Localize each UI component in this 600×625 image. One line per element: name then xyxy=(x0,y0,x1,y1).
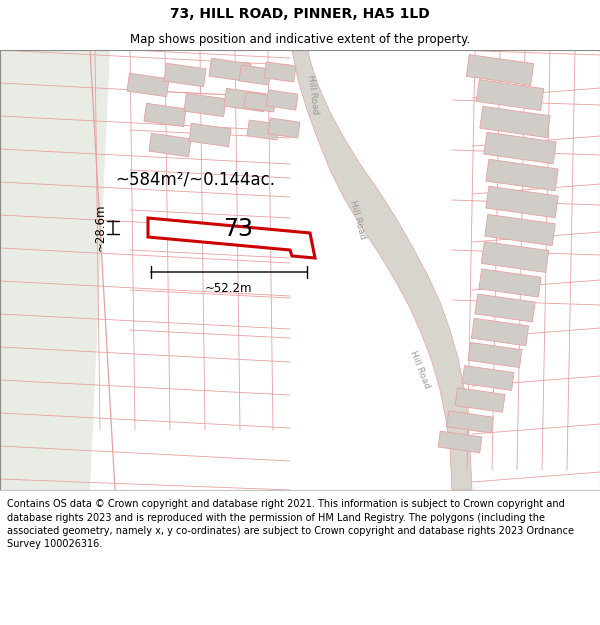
Text: Contains OS data © Crown copyright and database right 2021. This information is : Contains OS data © Crown copyright and d… xyxy=(7,499,574,549)
Polygon shape xyxy=(247,120,279,140)
Polygon shape xyxy=(446,411,493,433)
Polygon shape xyxy=(127,73,169,97)
Polygon shape xyxy=(462,366,514,391)
Polygon shape xyxy=(438,431,482,453)
Polygon shape xyxy=(485,214,555,246)
Polygon shape xyxy=(164,63,206,87)
Text: Map shows position and indicative extent of the property.: Map shows position and indicative extent… xyxy=(130,32,470,46)
Polygon shape xyxy=(486,186,558,218)
Text: Hill Road: Hill Road xyxy=(306,74,320,116)
Text: ~584m²/~0.144ac.: ~584m²/~0.144ac. xyxy=(115,171,275,189)
Polygon shape xyxy=(475,294,535,322)
Polygon shape xyxy=(455,388,505,412)
Text: ~28.6m: ~28.6m xyxy=(94,204,107,251)
Polygon shape xyxy=(244,92,276,112)
Polygon shape xyxy=(189,123,231,147)
Polygon shape xyxy=(224,88,266,112)
Polygon shape xyxy=(184,93,226,117)
Polygon shape xyxy=(476,79,544,111)
Polygon shape xyxy=(148,218,315,258)
Polygon shape xyxy=(149,133,191,157)
Polygon shape xyxy=(266,90,298,110)
Polygon shape xyxy=(292,50,472,490)
Polygon shape xyxy=(486,159,558,191)
Polygon shape xyxy=(481,242,549,272)
Text: 73, HILL ROAD, PINNER, HA5 1LD: 73, HILL ROAD, PINNER, HA5 1LD xyxy=(170,7,430,21)
Text: Hill Road: Hill Road xyxy=(409,350,431,390)
Polygon shape xyxy=(479,269,541,297)
Polygon shape xyxy=(268,118,300,138)
Polygon shape xyxy=(144,103,186,127)
Polygon shape xyxy=(466,54,534,86)
Polygon shape xyxy=(480,106,550,138)
Polygon shape xyxy=(264,62,296,82)
Polygon shape xyxy=(239,65,271,85)
Polygon shape xyxy=(209,58,251,82)
Polygon shape xyxy=(0,50,110,490)
Polygon shape xyxy=(472,318,529,346)
Text: Hill Road: Hill Road xyxy=(349,199,368,241)
Text: ~52.2m: ~52.2m xyxy=(205,282,253,295)
Polygon shape xyxy=(468,342,522,367)
Polygon shape xyxy=(484,132,556,164)
Text: 73: 73 xyxy=(223,217,253,241)
